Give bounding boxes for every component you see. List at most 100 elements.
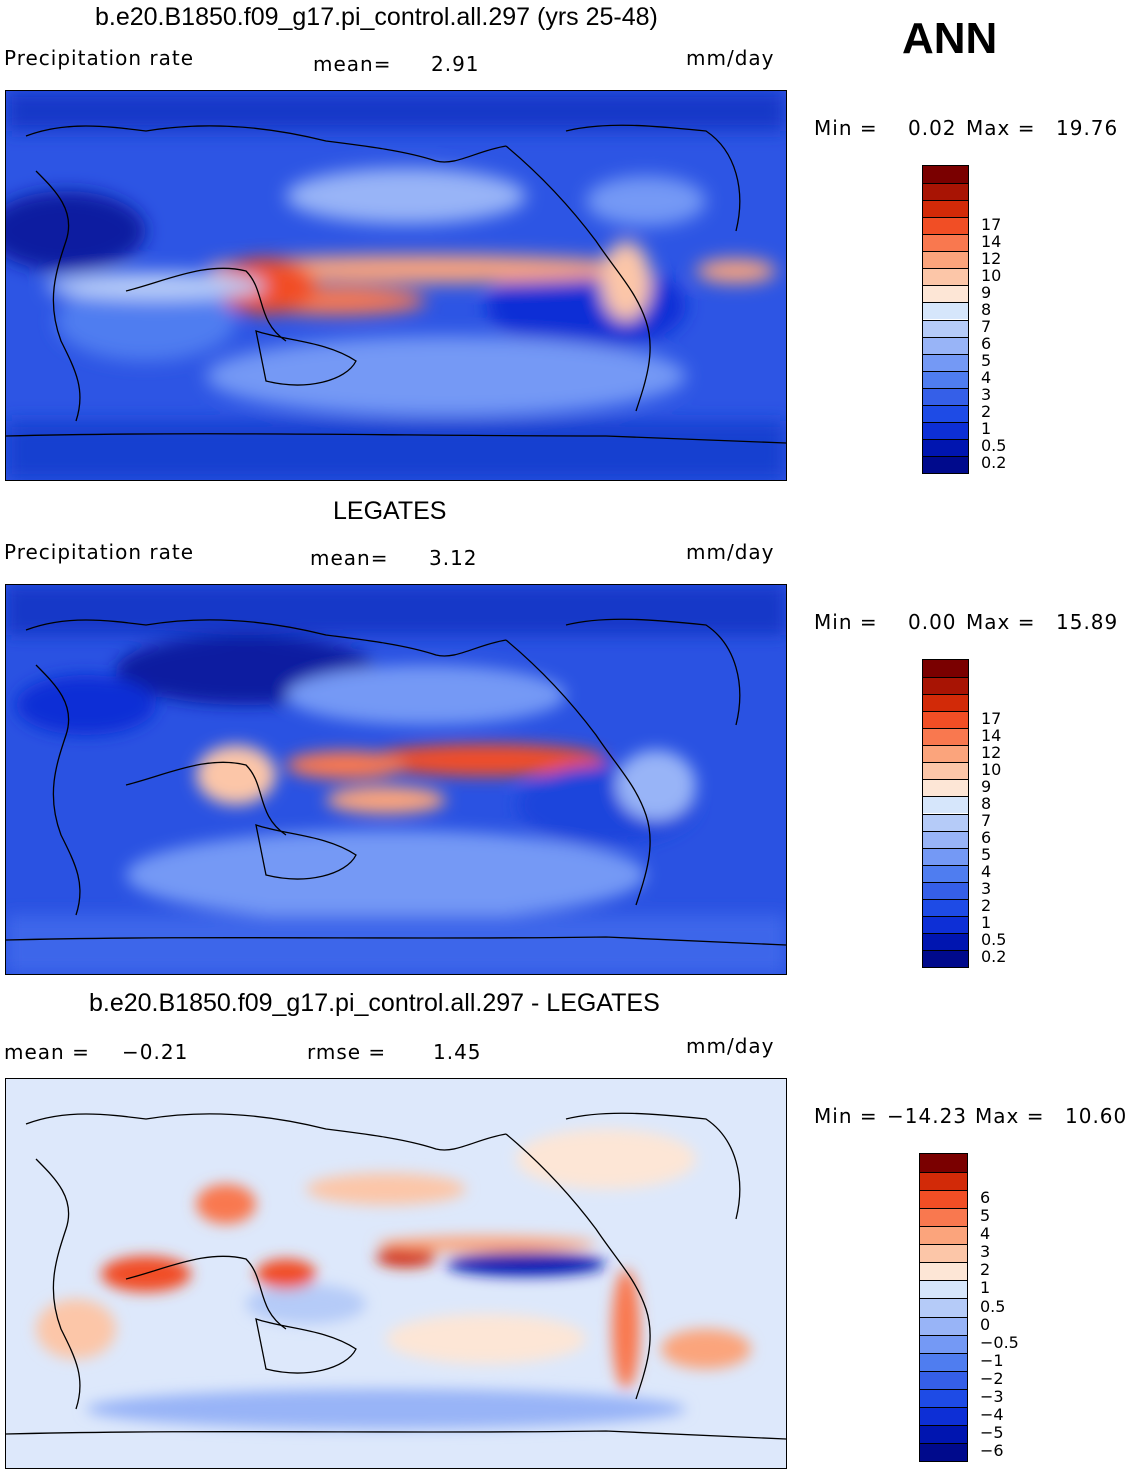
colorbar-cell <box>920 1388 967 1407</box>
colorbar-cell <box>923 353 968 371</box>
panel1-colorbar <box>922 165 969 474</box>
colorbar-tick-label: 1 <box>981 913 992 933</box>
colorbar-tick-label: 8 <box>981 299 992 319</box>
colorbar-cell <box>920 1424 967 1443</box>
panel3-max-value: 10.60 <box>1065 1104 1128 1128</box>
colorbar-tick-label: 0 <box>980 1314 991 1334</box>
colorbar-tick-label: 0.2 <box>981 947 1007 967</box>
colorbar-cell <box>920 1334 967 1353</box>
colorbar-tick-label: 4 <box>981 862 992 882</box>
colorbar-cell <box>923 694 968 712</box>
panel1-units: mm/day <box>686 46 775 70</box>
colorbar-tick-label: 8 <box>981 793 992 813</box>
colorbar-tick-label: 1 <box>980 1278 991 1298</box>
colorbar-cell <box>923 881 968 899</box>
colorbar-tick-label: 17 <box>981 214 1002 234</box>
colorbar-tick-label: 3 <box>981 385 992 405</box>
colorbar-cell <box>920 1352 967 1371</box>
colorbar-tick-label: 14 <box>981 725 1002 745</box>
colorbar-tick-label: −0.5 <box>980 1332 1019 1352</box>
colorbar-tick-label: 0.5 <box>981 436 1007 456</box>
colorbar-tick-label: 10 <box>981 759 1002 779</box>
colorbar-tick-label: 4 <box>980 1224 991 1244</box>
colorbar-cell <box>923 677 968 695</box>
colorbar-tick-label: 12 <box>981 248 1002 268</box>
panel2-map <box>5 584 787 975</box>
panel1-variable-label: Precipitation rate <box>4 46 194 70</box>
panel1-map <box>5 90 787 481</box>
colorbar-cell <box>923 711 968 729</box>
panel1-max-value: 19.76 <box>1056 116 1119 140</box>
panel2-max-label: Max = <box>966 610 1036 634</box>
colorbar-tick-label: 17 <box>981 708 1002 728</box>
panel3-mean-value: −0.21 <box>122 1040 189 1064</box>
panel3-title: b.e20.B1850.f09_g17.pi_control.all.297 -… <box>89 989 660 1017</box>
colorbar-cell <box>923 796 968 814</box>
colorbar-cell <box>923 847 968 865</box>
panel2-mean-label: mean= <box>310 546 389 570</box>
colorbar-cell <box>923 200 968 218</box>
colorbar-cell <box>923 779 968 797</box>
colorbar-cell <box>920 1226 967 1245</box>
colorbar-cell <box>923 217 968 235</box>
colorbar-cell <box>923 183 968 201</box>
colorbar-tick-label: −6 <box>980 1440 1004 1460</box>
colorbar-cell <box>920 1208 967 1227</box>
colorbar-cell <box>923 404 968 422</box>
colorbar-cell <box>923 455 968 473</box>
colorbar-tick-label: 2 <box>981 896 992 916</box>
colorbar-cell <box>923 728 968 746</box>
colorbar-cell <box>923 932 968 950</box>
colorbar-tick-label: 3 <box>980 1242 991 1262</box>
colorbar-cell <box>923 438 968 456</box>
panel2-min-value: 0.00 <box>908 610 957 634</box>
colorbar-tick-label: 10 <box>981 265 1002 285</box>
colorbar-cell <box>920 1316 967 1335</box>
colorbar-cell <box>920 1244 967 1263</box>
colorbar-tick-label: 0.5 <box>980 1296 1006 1316</box>
colorbar-cell <box>920 1280 967 1299</box>
colorbar-cell <box>923 285 968 303</box>
colorbar-cell <box>923 319 968 337</box>
colorbar-tick-label: −1 <box>980 1350 1004 1370</box>
colorbar-cell <box>923 268 968 286</box>
panel3-rmse-label: rmse = <box>307 1040 387 1064</box>
colorbar-cell <box>923 234 968 252</box>
colorbar-tick-label: 6 <box>981 334 992 354</box>
colorbar-cell <box>923 251 968 269</box>
season-label: ANN <box>902 14 998 63</box>
panel3-min-value: −14.23 <box>887 1104 968 1128</box>
panel3-rmse-value: 1.45 <box>433 1040 482 1064</box>
colorbar-tick-label: 5 <box>981 845 992 865</box>
colorbar-cell <box>923 370 968 388</box>
colorbar-tick-label: 14 <box>981 231 1002 251</box>
panel3-map <box>5 1078 787 1469</box>
panel2-max-value: 15.89 <box>1056 610 1119 634</box>
colorbar-tick-label: 5 <box>981 351 992 371</box>
panel2-units: mm/day <box>686 540 775 564</box>
colorbar-cell <box>920 1172 967 1191</box>
panel3-colorbar <box>919 1153 968 1462</box>
panel3-units: mm/day <box>686 1034 775 1058</box>
colorbar-tick-label: 5 <box>980 1206 991 1226</box>
panel2-title: LEGATES <box>333 497 447 525</box>
panel2-map-graphic <box>6 585 786 974</box>
colorbar-tick-label: 9 <box>981 776 992 796</box>
colorbar-tick-label: 6 <box>981 828 992 848</box>
panel1-max-label: Max = <box>966 116 1036 140</box>
panel1-map-graphic <box>6 91 786 480</box>
colorbar-cell <box>923 336 968 354</box>
panel2-colorbar <box>922 659 969 968</box>
colorbar-tick-label: −5 <box>980 1422 1004 1442</box>
colorbar-tick-label: 12 <box>981 742 1002 762</box>
colorbar-cell <box>923 762 968 780</box>
panel1-mean-label: mean= <box>313 52 392 76</box>
panel3-max-label: Max = <box>975 1104 1045 1128</box>
panel3-map-graphic <box>6 1079 786 1468</box>
panel1-min-label: Min = <box>814 116 878 140</box>
colorbar-cell <box>920 1298 967 1317</box>
panel3-min-label: Min = <box>814 1104 878 1128</box>
colorbar-cell <box>923 387 968 405</box>
colorbar-cell <box>923 166 968 184</box>
panel2-variable-label: Precipitation rate <box>4 540 194 564</box>
